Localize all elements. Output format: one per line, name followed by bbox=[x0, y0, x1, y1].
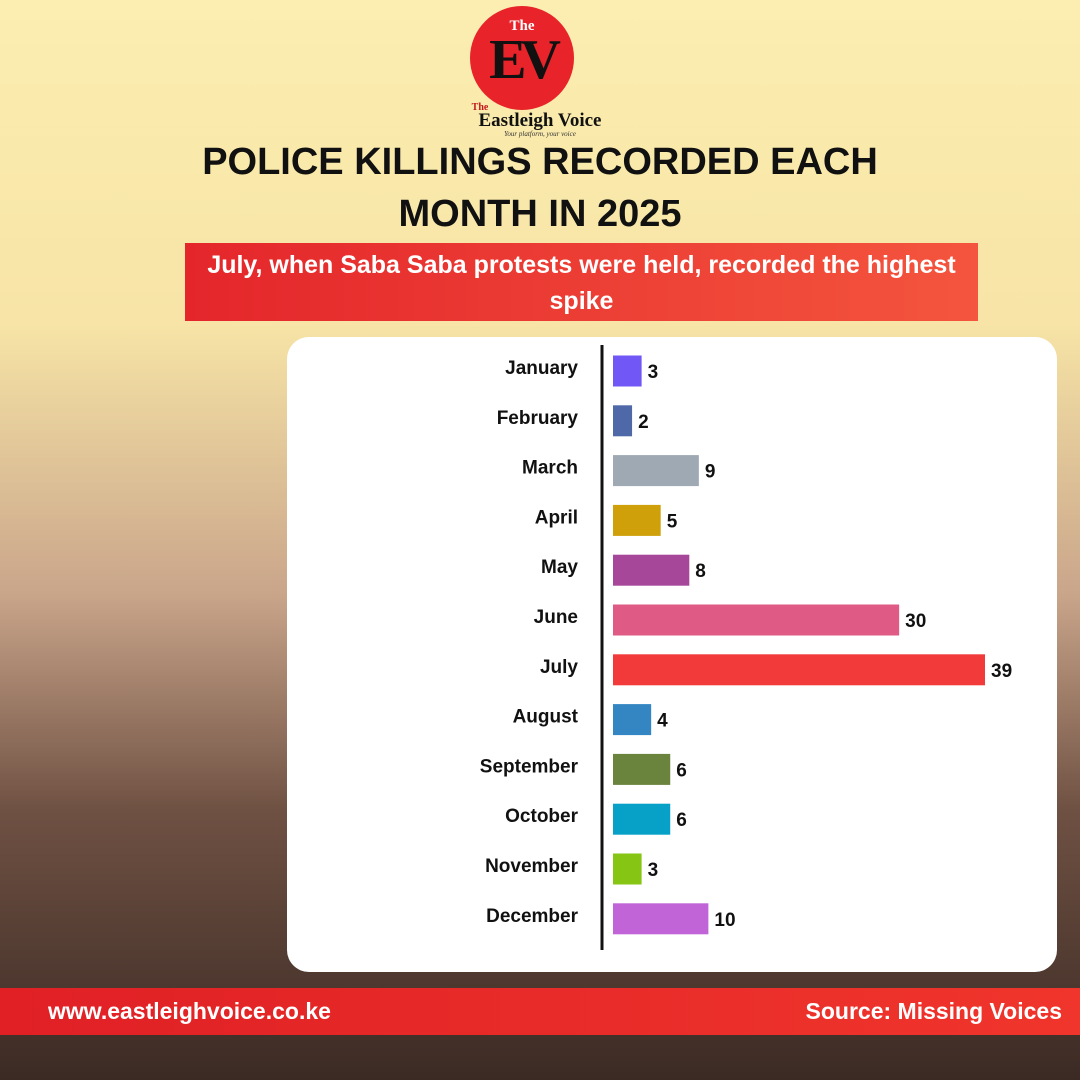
value-label: 5 bbox=[667, 511, 678, 532]
category-label: September bbox=[480, 756, 579, 777]
value-label: 39 bbox=[991, 661, 1012, 682]
bar bbox=[613, 654, 985, 686]
bar bbox=[613, 455, 699, 487]
category-label: March bbox=[522, 458, 578, 479]
category-label: May bbox=[541, 557, 578, 578]
value-label: 6 bbox=[676, 760, 687, 781]
chart-title: POLICE KILLINGS RECORDED EACH MONTH IN 2… bbox=[202, 141, 878, 235]
logo-letters: EV bbox=[489, 29, 561, 91]
bar bbox=[613, 405, 633, 437]
category-label: October bbox=[505, 806, 578, 827]
bar bbox=[613, 853, 642, 885]
bar bbox=[613, 554, 690, 586]
category-label: December bbox=[486, 906, 578, 927]
category-label: July bbox=[540, 657, 578, 678]
footer-url: www.eastleighvoice.co.ke bbox=[48, 998, 331, 1024]
chart-subtitle: July, when Saba Saba protests were held,… bbox=[185, 243, 978, 321]
value-label: 30 bbox=[905, 611, 926, 632]
value-label: 9 bbox=[705, 462, 716, 483]
category-label: August bbox=[513, 707, 579, 728]
bar bbox=[613, 604, 900, 636]
category-label: January bbox=[505, 358, 578, 379]
category-label: February bbox=[497, 408, 579, 429]
brand-prefix: The bbox=[471, 102, 489, 113]
value-label: 10 bbox=[714, 910, 735, 931]
bar bbox=[613, 903, 709, 935]
brand-tagline: Your platform, your voice bbox=[504, 130, 576, 138]
value-label: 6 bbox=[676, 810, 687, 831]
value-label: 2 bbox=[638, 412, 649, 433]
value-label: 3 bbox=[648, 860, 659, 881]
bar bbox=[613, 504, 661, 536]
value-label: 8 bbox=[695, 561, 706, 582]
category-label: April bbox=[535, 507, 578, 528]
brand-name: Eastleigh Voice bbox=[478, 110, 602, 131]
bar bbox=[613, 753, 671, 785]
value-label: 3 bbox=[648, 362, 659, 383]
logo-top: The bbox=[509, 18, 535, 34]
category-label: November bbox=[485, 856, 579, 877]
bar bbox=[613, 704, 652, 736]
brand: The Eastleigh Voice Your platform, your … bbox=[440, 103, 640, 139]
footer: www.eastleighvoice.co.ke Source: Missing… bbox=[0, 988, 1080, 1035]
logo: The EV bbox=[470, 6, 574, 110]
bar bbox=[613, 355, 642, 387]
value-label: 4 bbox=[657, 711, 668, 732]
bar bbox=[613, 803, 671, 835]
category-label: June bbox=[534, 607, 578, 628]
footer-source: Source: Missing Voices bbox=[805, 998, 1062, 1024]
